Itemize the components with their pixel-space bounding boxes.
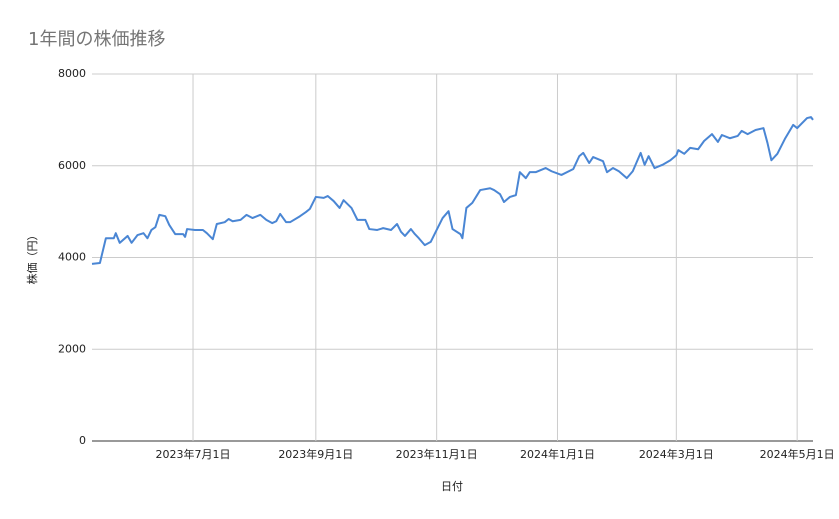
- x-tick-label: 2023年7月1日: [156, 447, 231, 461]
- y-tick-label: 8000: [58, 67, 86, 80]
- chart-title: 1年間の株価推移: [28, 29, 165, 50]
- x-axis-label: 日付: [441, 480, 463, 493]
- x-tick-label: 2023年9月1日: [278, 447, 353, 461]
- x-tick-label: 2024年1月1日: [520, 447, 595, 461]
- x-tick-label: 2024年5月1日: [760, 447, 835, 461]
- x-tick-label: 2023年11月1日: [396, 447, 478, 461]
- price-line: [91, 116, 814, 265]
- x-tick-label: 2024年3月1日: [639, 447, 714, 461]
- y-tick-label: 6000: [58, 159, 86, 172]
- y-tick-label: 2000: [58, 342, 86, 355]
- y-axis-label: 株価（円）: [25, 230, 39, 285]
- y-tick-label: 0: [79, 434, 86, 447]
- y-tick-label: 4000: [58, 251, 86, 264]
